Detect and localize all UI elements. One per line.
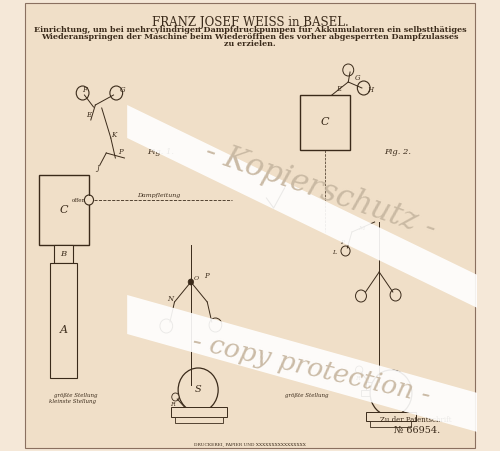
Circle shape [358, 81, 370, 95]
Text: Zu der Patentschrift: Zu der Patentschrift [380, 416, 452, 424]
Circle shape [390, 289, 401, 301]
Circle shape [209, 318, 222, 332]
Text: S: S [195, 386, 202, 395]
Text: FRANZ JOSEF WEISS in BASEL.: FRANZ JOSEF WEISS in BASEL. [152, 16, 348, 29]
Bar [54, 245, 72, 263]
Text: Fig. 2.: Fig. 2. [384, 148, 411, 156]
Text: E: E [86, 111, 92, 119]
Bar [300, 95, 350, 150]
Bar [50, 263, 77, 378]
Text: R: R [170, 402, 175, 408]
Text: P: P [118, 148, 123, 156]
Circle shape [341, 246, 350, 256]
Polygon shape [127, 105, 478, 308]
Text: C: C [320, 117, 329, 127]
Bar [361, 390, 398, 396]
Text: - Kopierschutz -: - Kopierschutz - [202, 136, 440, 244]
Text: Wiederanspringen der Maschine beim Wiederöffnen des vorher abgesperrten Dampfzul: Wiederanspringen der Maschine beim Wiede… [42, 33, 459, 41]
Text: P: P [204, 272, 208, 280]
Text: M: M [358, 226, 364, 230]
Circle shape [356, 366, 363, 374]
Text: Einrichtung, um bei mehrcylindrigen Dampfdruckpumpen für Akkumulatoren ein selbs: Einrichtung, um bei mehrcylindrigen Damp… [34, 26, 467, 34]
Text: K: K [111, 131, 116, 139]
Circle shape [110, 86, 122, 100]
Bar [176, 417, 222, 423]
Text: J: J [96, 164, 98, 172]
Text: Fig. 1.: Fig. 1. [148, 148, 174, 156]
Text: C: C [60, 205, 68, 215]
Circle shape [188, 279, 194, 285]
Circle shape [172, 393, 179, 401]
Text: E: E [336, 85, 341, 93]
Text: F: F [82, 86, 87, 94]
Circle shape [370, 370, 412, 416]
Text: G: G [120, 86, 126, 94]
Text: A: A [60, 325, 68, 335]
Text: offen: offen [72, 198, 86, 202]
Text: DRUCKEREI, PAPIER UND XXXXXXXXXXXXXXXX: DRUCKEREI, PAPIER UND XXXXXXXXXXXXXXXX [194, 442, 306, 446]
Text: Dampfleitung: Dampfleitung [138, 193, 180, 198]
Bar [39, 175, 89, 245]
Text: zu erzielen.: zu erzielen. [224, 40, 276, 48]
Text: größte Stellung: größte Stellung [54, 392, 97, 397]
Bar [171, 407, 228, 417]
Circle shape [84, 195, 94, 205]
Text: B: B [60, 250, 66, 258]
Text: O: O [194, 276, 199, 281]
Bar [370, 421, 411, 427]
Text: P: P [340, 239, 344, 244]
Circle shape [178, 368, 218, 412]
Text: H: H [367, 86, 373, 94]
Text: kleinste Stellung: kleinste Stellung [49, 400, 96, 405]
Circle shape [356, 290, 366, 302]
Text: № 66954.: № 66954. [394, 425, 440, 434]
Text: - copy protection -: - copy protection - [190, 328, 434, 408]
Text: N: N [167, 295, 173, 303]
Text: G: G [354, 74, 360, 82]
Text: L: L [332, 249, 336, 254]
Circle shape [76, 86, 89, 100]
Text: größte Stellung: größte Stellung [284, 392, 328, 397]
Text: R: R [355, 376, 360, 381]
Bar [366, 412, 416, 421]
Circle shape [160, 319, 172, 333]
Circle shape [343, 64, 353, 76]
Bar [366, 382, 393, 390]
Polygon shape [127, 295, 478, 432]
